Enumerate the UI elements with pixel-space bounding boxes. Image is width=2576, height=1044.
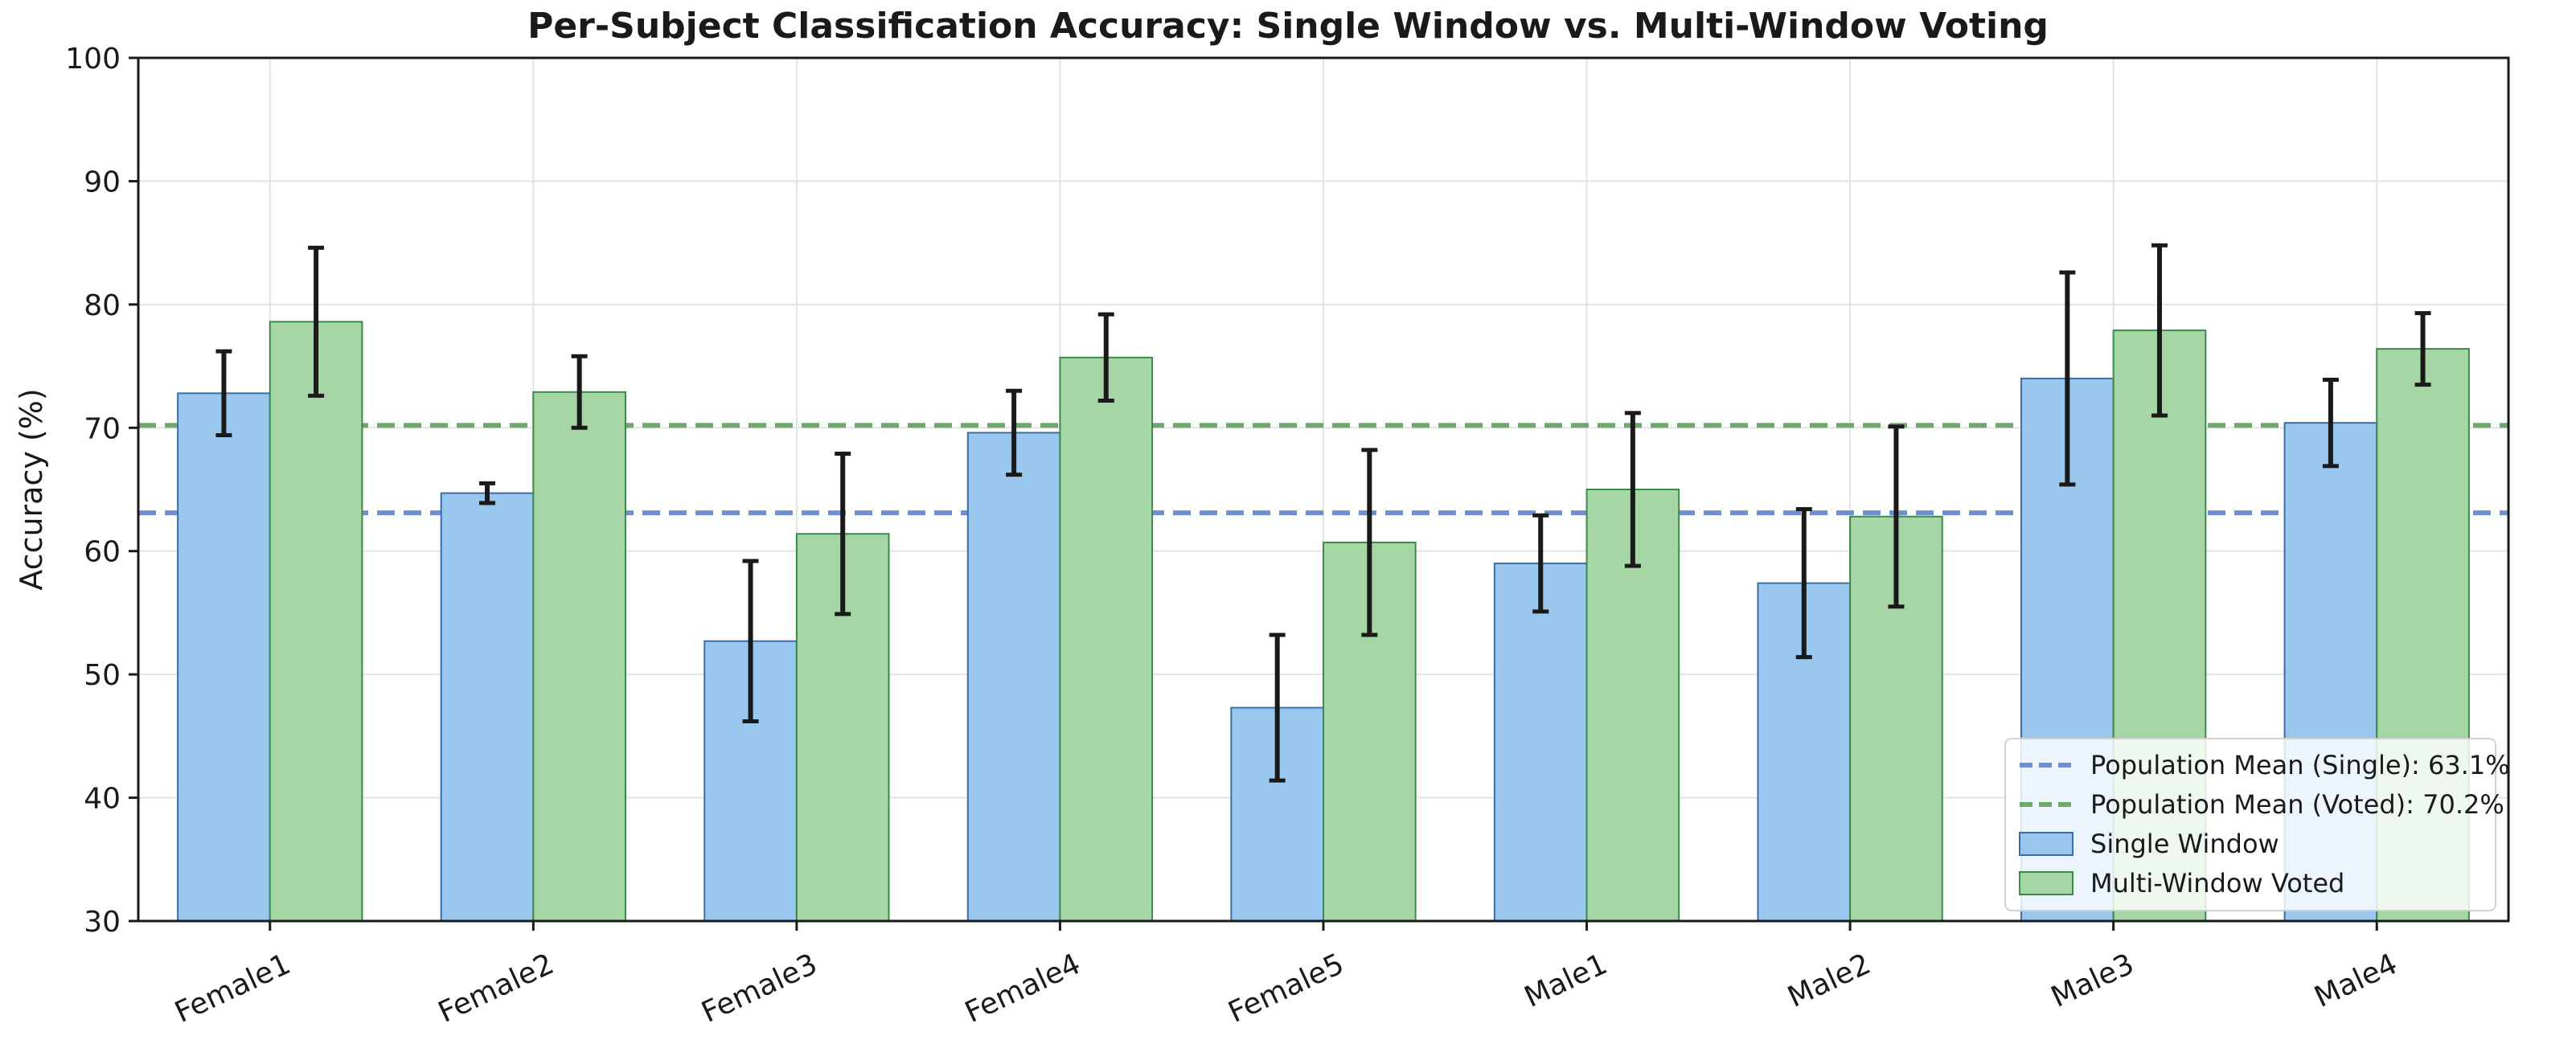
bar-voted-female1 xyxy=(269,321,363,922)
y-tick-label: 40 xyxy=(84,783,121,816)
legend-label: Multi-Window Voted xyxy=(2090,868,2344,899)
legend-label: Population Mean (Voted): 70.2% xyxy=(2090,789,2504,820)
chart-title: Per-Subject Classification Accuracy: Sin… xyxy=(527,6,2049,47)
legend-label: Population Mean (Single): 63.1% xyxy=(2090,750,2510,780)
y-axis-ticks: 30 40 50 60 70 80 90 100 xyxy=(65,43,138,939)
x-axis-ticks: Female1 Female2 Female3 Female4 Female5 Male1… xyxy=(170,921,2402,1030)
error-bars xyxy=(215,243,2431,783)
y-axis-label: Accuracy (%) xyxy=(14,388,49,590)
y-tick-label: 90 xyxy=(84,166,121,199)
legend: Population Mean (Single): 63.1% Populatio… xyxy=(2004,738,2510,911)
bar-single-female2 xyxy=(440,492,535,922)
x-tick-label: Male3 xyxy=(2046,948,2139,1014)
legend-label: Single Window xyxy=(2090,829,2279,859)
y-tick-label: 50 xyxy=(84,659,121,692)
legend-box xyxy=(2004,738,2496,911)
x-tick-label: Female4 xyxy=(960,948,1085,1030)
bar-voted-female2 xyxy=(532,391,626,922)
y-tick-label: 30 xyxy=(84,906,121,939)
x-tick-label: Female5 xyxy=(1224,948,1349,1030)
x-tick-label: Male4 xyxy=(2310,948,2402,1014)
x-tick-label: Male2 xyxy=(1783,948,1876,1014)
y-tick-label: 100 xyxy=(65,43,121,76)
bar-single-male1 xyxy=(1493,563,1588,922)
bar-single-female1 xyxy=(177,392,271,922)
y-tick-label: 60 xyxy=(84,536,121,569)
x-tick-label: Female1 xyxy=(170,948,296,1030)
bar-single-female4 xyxy=(966,432,1061,922)
x-tick-label: Male1 xyxy=(1520,948,1612,1014)
y-tick-label: 70 xyxy=(84,412,121,445)
legend-swatch-patch xyxy=(2019,832,2074,856)
x-tick-label: Female2 xyxy=(433,948,559,1030)
x-tick-label: Female3 xyxy=(697,948,822,1030)
bar-voted-female4 xyxy=(1059,356,1154,922)
y-tick-label: 80 xyxy=(84,289,121,322)
legend-swatch-patch xyxy=(2019,871,2074,895)
